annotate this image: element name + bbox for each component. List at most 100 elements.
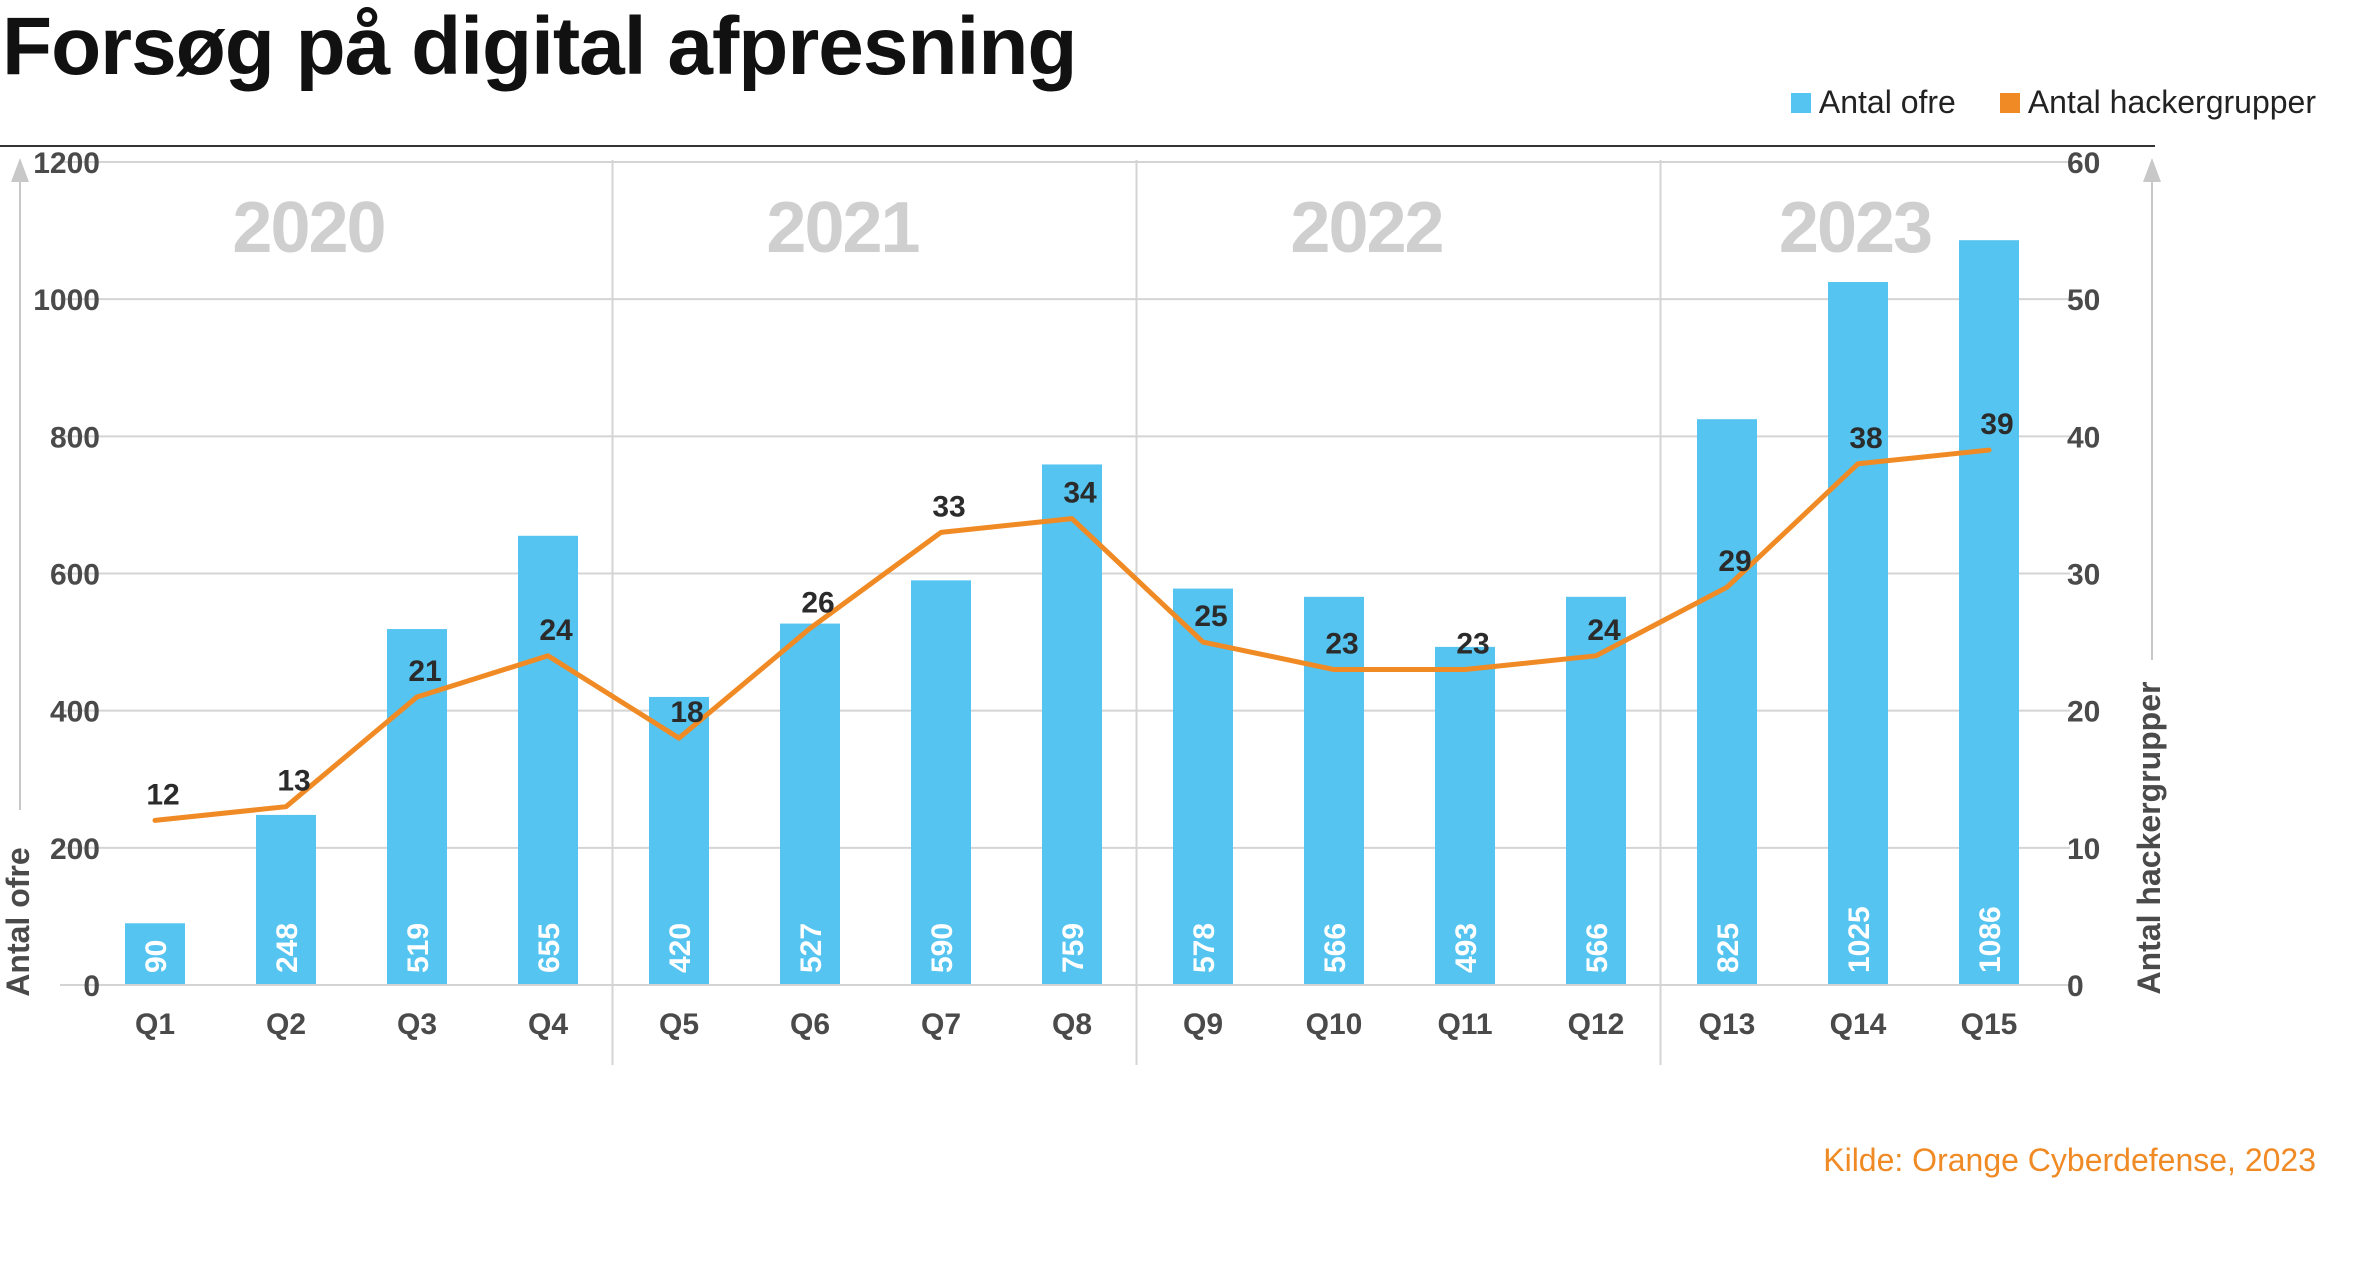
line-series	[152, 447, 1992, 823]
y-tick-label: 800	[50, 421, 100, 454]
chart-title: Forsøg på digital afpresning	[2, 1, 1078, 92]
bar-q6	[780, 623, 840, 985]
y-axis-label: Antal ofre	[0, 847, 36, 996]
legend-swatch-line	[1999, 92, 2020, 113]
x-tick-label: Q3	[397, 1008, 437, 1041]
x-tick-label: Q12	[1568, 1008, 1625, 1041]
line-value-label: 12	[146, 778, 179, 811]
x-tick-label: Q7	[921, 1008, 961, 1041]
x-tick-label: Q15	[1961, 1008, 2018, 1041]
bar-q8	[1042, 464, 1102, 985]
legend-swatch-bars	[1790, 92, 1811, 113]
line-value-label: 25	[1194, 600, 1227, 633]
y2-tick-label: 10	[2067, 833, 2100, 866]
line-value-label: 26	[801, 586, 834, 619]
bar-q10	[1304, 596, 1364, 985]
bar-q7	[911, 580, 971, 985]
bar-value-label: 566	[1581, 923, 1614, 973]
bar-value-label: 759	[1057, 923, 1090, 973]
bar-value-label: 566	[1319, 923, 1352, 973]
bars	[125, 240, 2019, 985]
legend-label-groups: Antal hackergrupper	[2027, 84, 2316, 120]
line-value-label: 39	[1980, 408, 2013, 441]
y-tick-label: 400	[50, 696, 100, 729]
y-tick-label: 1000	[33, 284, 100, 317]
legend-item-victims: Antal ofre	[1790, 84, 1956, 121]
year-label: 2023	[1779, 188, 1931, 268]
year-labels: 2020 2021 2022 2023	[232, 188, 1933, 268]
year-dividers	[611, 160, 1662, 1065]
bar-q9	[1173, 588, 1233, 985]
y2-axis-label: Antal hackergrupper	[2131, 682, 2167, 995]
bar-value-label: 655	[533, 923, 566, 973]
bar-value-label: 1086	[1974, 906, 2007, 973]
y-tick-labels: 0 200 400 600 800 1000 1200	[33, 147, 100, 1003]
x-tick-label: Q5	[659, 1008, 699, 1041]
year-label: 2022	[1290, 188, 1442, 268]
y2-tick-label: 20	[2067, 696, 2100, 729]
bar-value-label: 578	[1188, 923, 1221, 973]
line-value-label: 33	[932, 490, 965, 523]
bar-value-label: 90	[140, 940, 173, 973]
x-tick-label: Q9	[1183, 1008, 1223, 1041]
bar-value-label: 527	[795, 923, 828, 973]
x-tick-label: Q8	[1052, 1008, 1092, 1041]
x-tick-label: Q2	[266, 1008, 306, 1041]
line-antal-hackergrupper	[152, 447, 1992, 823]
line-value-label: 13	[277, 765, 310, 798]
x-tick-label: Q4	[528, 1008, 568, 1041]
x-tick-label: Q11	[1437, 1008, 1492, 1041]
bar-value-label: 493	[1450, 923, 1483, 973]
bar-value-label: 1025	[1843, 906, 1876, 973]
bar-q4	[518, 535, 578, 985]
line-value-label: 29	[1718, 545, 1751, 578]
year-label: 2021	[766, 188, 919, 268]
bar-value-label: 420	[664, 923, 697, 973]
y-tick-label: 0	[83, 970, 100, 1003]
y2-tick-label: 0	[2067, 970, 2084, 1003]
line-value-label: 23	[1456, 628, 1489, 661]
bar-value-label: 590	[926, 923, 959, 973]
y-tick-label: 200	[50, 833, 100, 866]
bar-q15	[1959, 240, 2019, 985]
y2-tick-label: 50	[2067, 284, 2100, 317]
bar-q2	[256, 814, 316, 985]
x-tick-label: Q1	[135, 1008, 175, 1041]
bar-q12	[1566, 596, 1626, 985]
axes: Antal ofre Antal hackergrupper	[0, 145, 2167, 997]
bar-value-label: 825	[1712, 923, 1745, 973]
y-tick-label: 1200	[33, 147, 100, 180]
right-axis-arrow-icon	[2143, 158, 2161, 182]
year-label: 2020	[232, 188, 384, 268]
y2-tick-label: 60	[2067, 147, 2100, 180]
line-value-label: 18	[670, 696, 703, 729]
x-tick-label: Q6	[790, 1008, 830, 1041]
y2-tick-labels: 0 10 20 30 40 50 60	[2067, 147, 2100, 1003]
legend-label-victims: Antal ofre	[1818, 84, 1956, 120]
bar-value-label: 248	[271, 923, 304, 973]
bar-value-label: 519	[402, 923, 435, 973]
x-tick-labels: Q1 Q2 Q3 Q4 Q5 Q6 Q7 Q8 Q9 Q10 Q11 Q12 Q13 Q14 Q15	[135, 1008, 2017, 1041]
x-tick-label: Q10	[1306, 1008, 1363, 1041]
y2-tick-label: 40	[2067, 421, 2100, 454]
line-value-label: 34	[1063, 477, 1097, 510]
bar-q1	[125, 923, 185, 985]
legend: Antal ofre Antal hackergrupper	[1747, 84, 2316, 121]
bar-q14	[1828, 282, 1888, 985]
bar-q5	[649, 696, 709, 985]
bar-q11	[1435, 646, 1495, 985]
line-value-label: 24	[539, 614, 573, 647]
line-value-label: 24	[1587, 614, 1621, 647]
bar-q13	[1697, 419, 1757, 985]
y-tick-label: 600	[50, 559, 100, 592]
bar-value-labels: 90 248 519 655 420 527 590 759 578 566 493 566 825 10…	[140, 906, 2007, 973]
y2-tick-label: 30	[2067, 559, 2100, 592]
line-value-label: 23	[1325, 628, 1358, 661]
line-value-label: 21	[408, 655, 441, 688]
x-tick-label: Q13	[1699, 1008, 1756, 1041]
source-note: Kilde: Orange Cyberdefense, 2023	[1823, 1142, 2316, 1178]
line-value-label: 38	[1849, 422, 1882, 455]
line-value-labels: 12 13 21 24 18 26 33 34 25 23 23 24 29 38 39	[146, 408, 2013, 811]
x-tick-label: Q14	[1830, 1008, 1887, 1041]
